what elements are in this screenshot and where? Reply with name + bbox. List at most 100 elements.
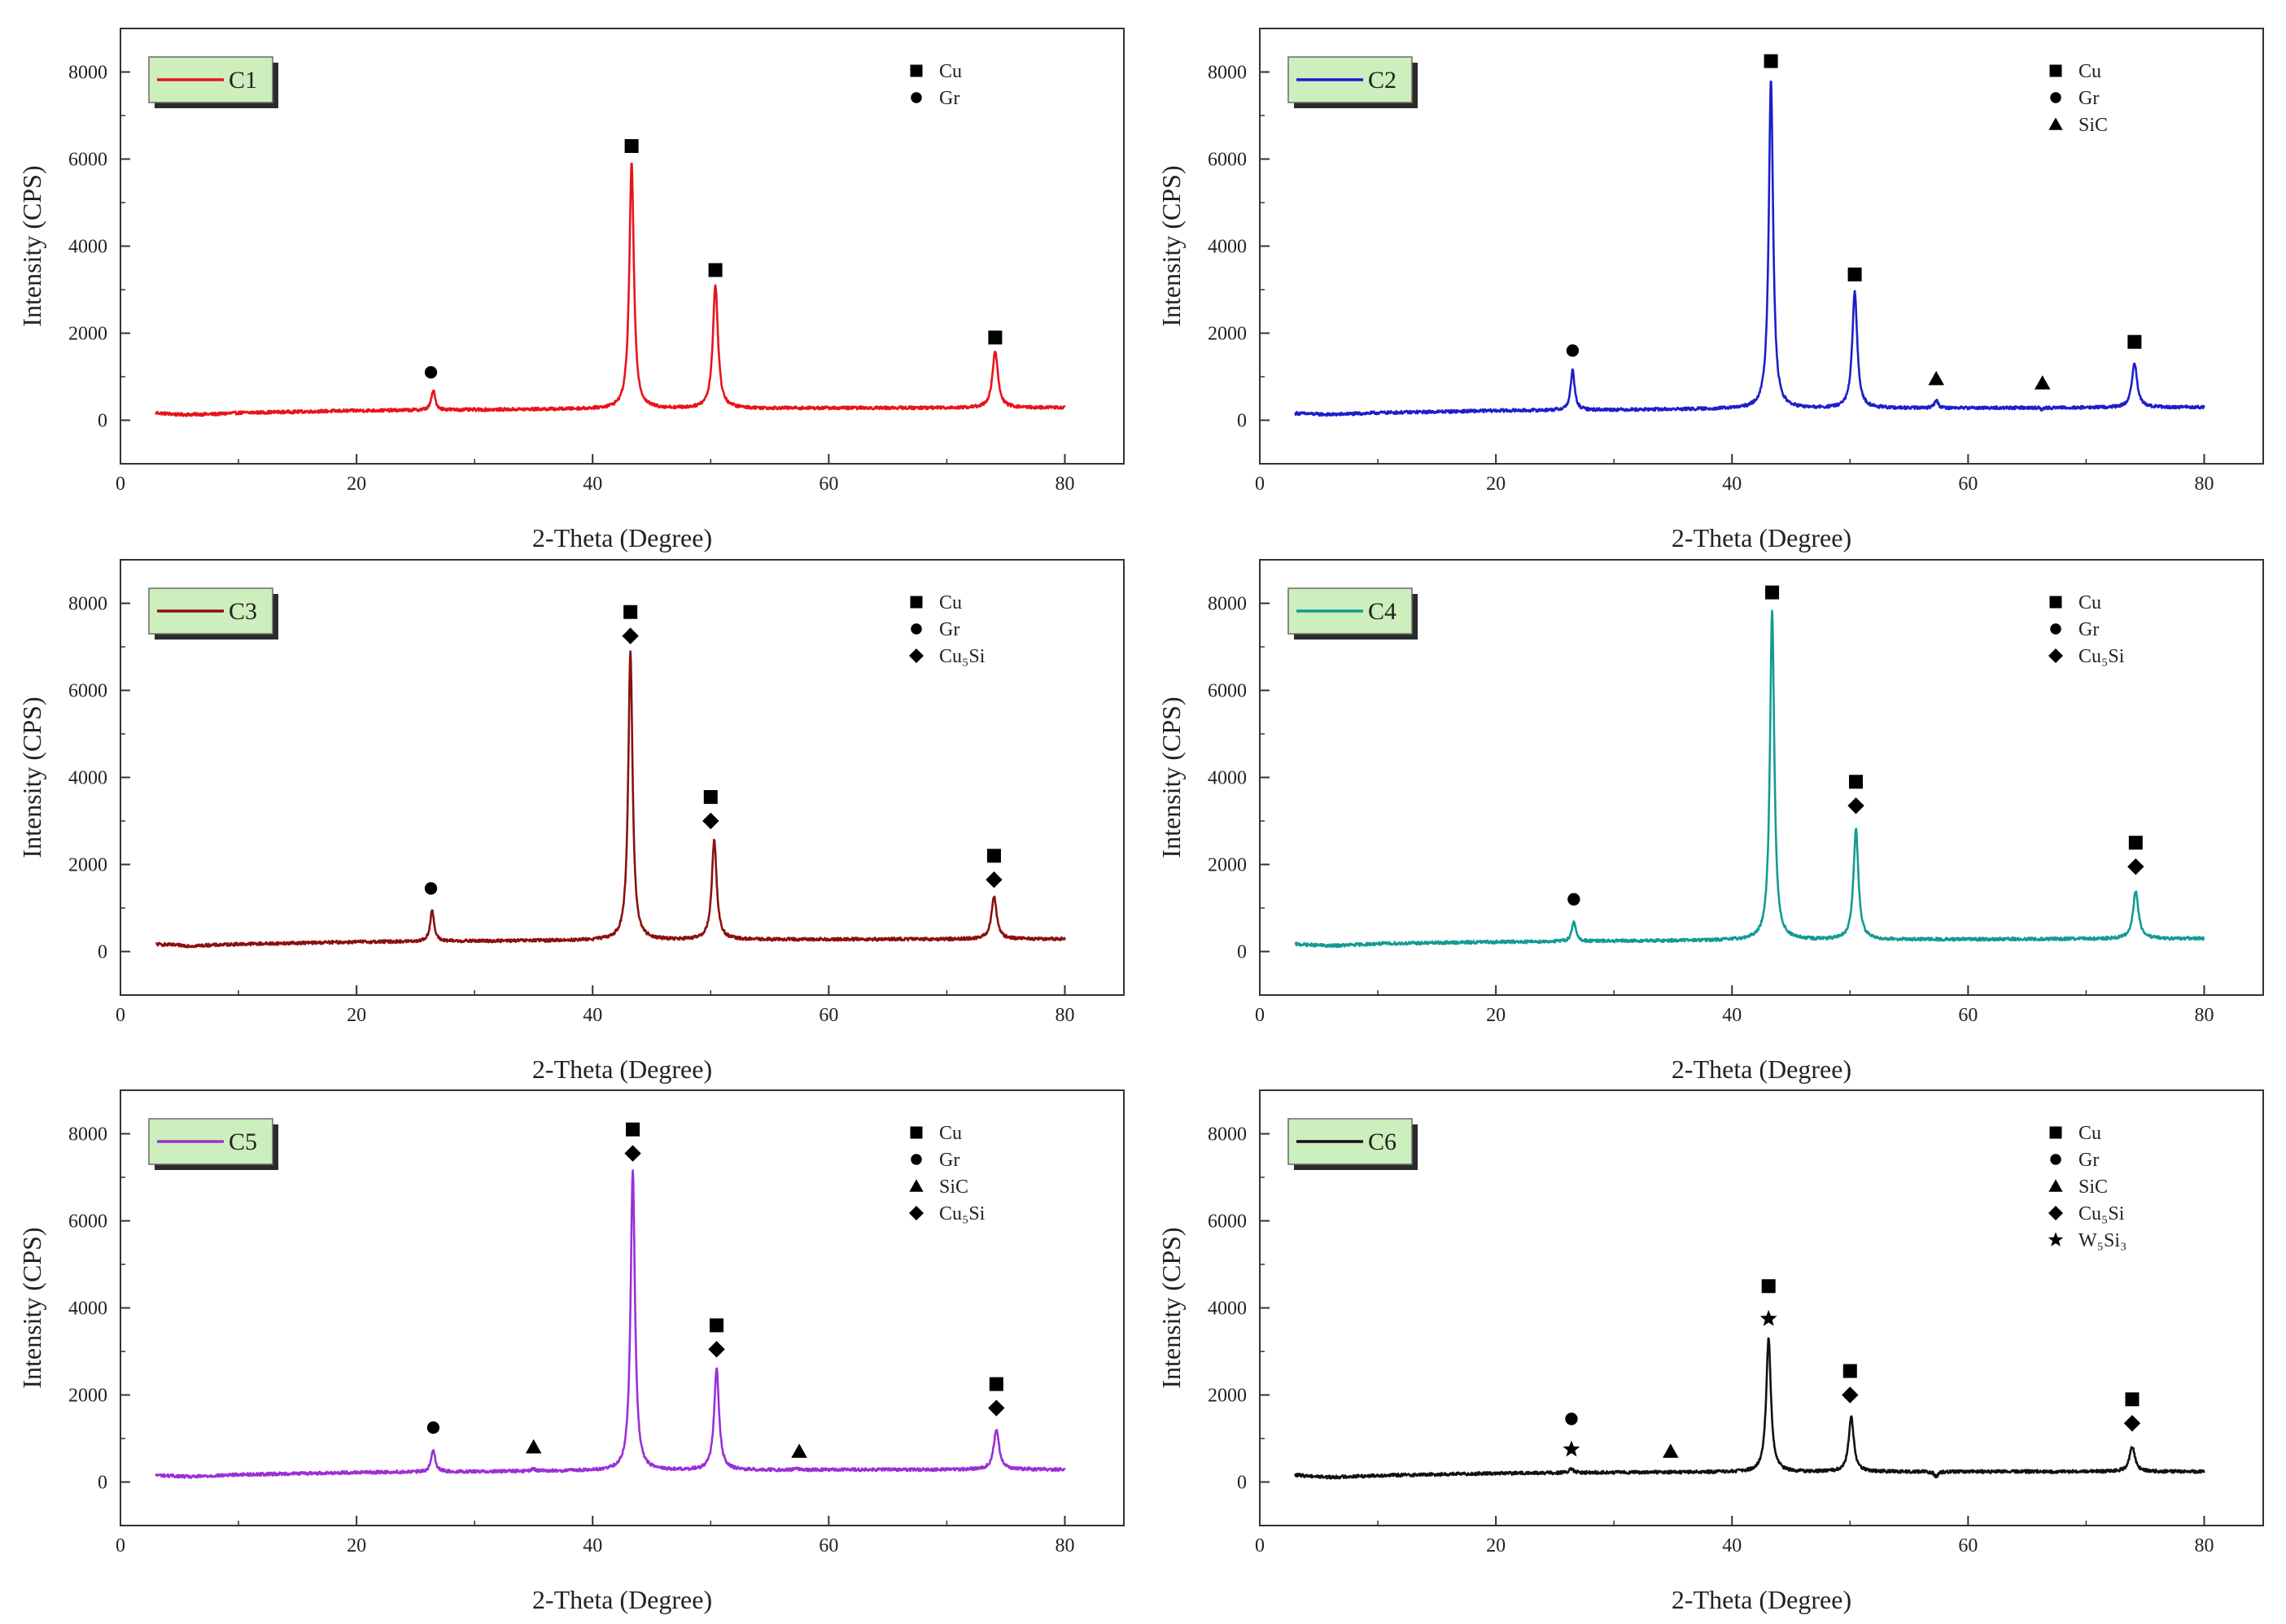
panel-c1: 0 20 40 60 80 0 2000 4000 6000 8000 2-Theta (Degre… [17,28,1125,552]
x-axis-title: 2-Theta (Degree) [532,1585,712,1614]
y-tick-label: 6000 [68,1211,107,1233]
sample-badge: C4 [1287,587,1418,640]
x-tick-label: 40 [1722,474,1742,495]
peak-marker-square-icon [703,790,718,805]
peak-marker-diamond-icon [708,1341,725,1358]
x-tick-label: 80 [2194,474,2214,495]
y-tick-label: 0 [1237,942,1247,963]
peak-marker-triangle-icon [1928,370,1944,386]
y-tick-label: 0 [1237,411,1247,432]
legend-label: W₅Si₃ [2078,1230,2126,1251]
peak-marker-square-icon [988,330,1003,345]
badge-label: C2 [1368,67,1397,94]
x-tick-label: 60 [1958,1005,1978,1026]
x-tick-label: 20 [347,1535,366,1556]
peak-marker-diamond-icon [702,812,719,830]
peak-marker-circle-icon [1566,344,1580,357]
y-tick-label: 2000 [1208,324,1247,345]
legend-label: Gr [2078,619,2099,640]
peak-marker-square-icon [623,605,638,619]
x-tick-label: 20 [347,474,366,495]
peak-marker-diamond-icon [986,871,1003,888]
sample-badge: C2 [1287,56,1418,108]
peak-marker-diamond-icon [1842,1386,1859,1404]
legend: Cu Gr Cu₅Si [909,592,986,667]
peak-marker-square-icon [1842,1364,1857,1378]
y-tick-label: 4000 [68,237,107,258]
y-axis-title: Intensity (CPS) [1156,165,1186,326]
legend-square-icon [2049,1126,2062,1139]
legend-label: Gr [2078,88,2099,109]
peak-marker-square-icon [626,1122,640,1137]
x-tick-label: 40 [583,1535,602,1556]
legend-star-icon [2048,1232,2064,1246]
x-tick-label: 0 [116,474,125,495]
x-tick-label: 60 [819,474,838,495]
x-tick-label: 60 [819,1005,838,1026]
y-axis-title: Intensity (CPS) [1156,696,1186,858]
peak-marker-diamond-icon [1847,797,1864,814]
legend-label: Cu [939,61,962,82]
x-axis-title: 2-Theta (Degree) [1672,1054,1851,1084]
legend-circle-icon [911,1154,922,1165]
legend: Cu Gr [910,61,962,109]
peak-marker-square-icon [986,849,1001,863]
x-tick-label: 40 [583,1005,602,1026]
peak-marker-star-icon [1563,1440,1580,1457]
x-tick-label: 20 [1486,1005,1506,1026]
peak-marker-circle-icon [424,366,438,379]
legend-circle-icon [2050,92,2061,103]
x-tick-label: 0 [1255,1535,1265,1556]
legend-label: Cu [2078,61,2101,82]
legend-square-icon [2049,596,2062,609]
y-tick-label: 0 [98,942,107,963]
y-tick-label: 8000 [68,63,107,84]
legend-label: Gr [939,1150,959,1171]
x-tick-label: 60 [819,1535,838,1556]
peak-marker-diamond-icon [624,1145,641,1162]
legend-circle-icon [2050,623,2061,635]
peak-marker-diamond-icon [2123,1415,2141,1432]
panel-c3: 0 20 40 60 80 0 2000 4000 6000 8000 2-Theta (Degre… [17,559,1125,1084]
legend: Cu Gr SiC Cu₅Si [909,1123,986,1225]
y-tick-label: 2000 [68,855,107,876]
legend-diamond-icon [909,648,924,663]
legend-square-icon [2049,64,2062,77]
peak-marker-square-icon [989,1377,1003,1391]
badge-label: C1 [229,67,257,94]
panel-c4: 0 20 40 60 80 0 2000 4000 6000 8000 2-Theta (Degre… [1156,559,2264,1084]
x-tick-label: 20 [347,1005,366,1026]
sample-badge: C6 [1287,1118,1418,1170]
peak-marker-square-icon [2127,334,2142,349]
legend-square-icon [910,1126,923,1139]
x-tick-label: 60 [1958,474,1978,495]
legend-label: SiC [2078,1177,2108,1198]
peak-marker-diamond-icon [2127,858,2144,875]
peak-marker-diamond-icon [988,1399,1005,1417]
y-tick-label: 2000 [68,324,107,345]
series-line-c6 [1294,1337,2205,1480]
y-tick-label: 8000 [1208,594,1247,615]
x-tick-label: 80 [1055,474,1074,495]
x-tick-label: 0 [116,1535,125,1556]
legend: Cu Gr SiC [2048,61,2108,136]
legend-label: Gr [939,88,959,109]
x-tick-label: 40 [1722,1005,1742,1026]
legend-label: SiC [939,1177,968,1198]
peak-marker-square-icon [1849,775,1864,789]
panel-c6: 0 20 40 60 80 0 2000 4000 6000 8000 2-Theta (Degre… [1156,1089,2264,1614]
y-tick-label: 4000 [68,768,107,789]
x-tick-label: 60 [1958,1535,1978,1556]
peak-marker-square-icon [708,263,723,277]
y-axis-title: Intensity (CPS) [17,696,46,858]
peak-marker-square-icon [2125,1392,2140,1407]
peak-marker-star-icon [1759,1309,1777,1326]
y-tick-label: 0 [1237,1473,1247,1494]
legend-triangle-icon [2048,117,2063,130]
x-tick-label: 80 [2194,1005,2214,1026]
legend-label: Cu [939,1123,962,1144]
y-tick-label: 2000 [1208,855,1247,876]
peak-marker-circle-icon [1567,893,1580,906]
legend-circle-icon [911,623,922,635]
